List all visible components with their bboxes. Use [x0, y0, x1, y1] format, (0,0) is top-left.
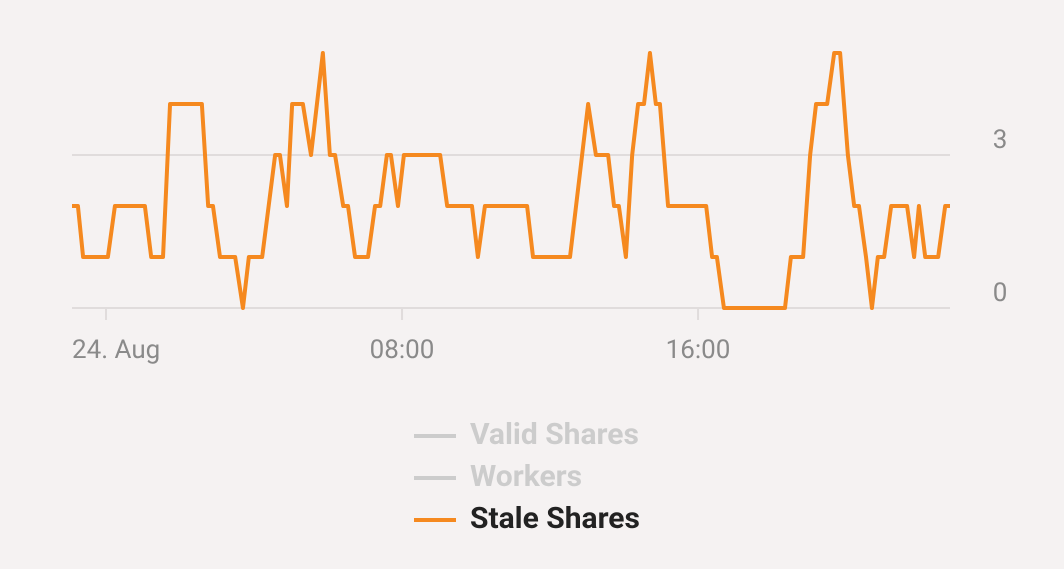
x-tick-label: 08:00: [370, 335, 435, 365]
legend-label[interactable]: Valid Shares: [470, 417, 639, 452]
y-tick-label: 3: [993, 125, 1008, 155]
legend-label[interactable]: Workers: [470, 459, 582, 494]
x-tick-label: 24. Aug: [72, 335, 160, 365]
legend-label[interactable]: Stale Shares: [470, 501, 640, 536]
line-series: [72, 51, 950, 310]
y-tick-label: 0: [993, 278, 1008, 308]
x-tick-label: 16:00: [666, 335, 731, 365]
